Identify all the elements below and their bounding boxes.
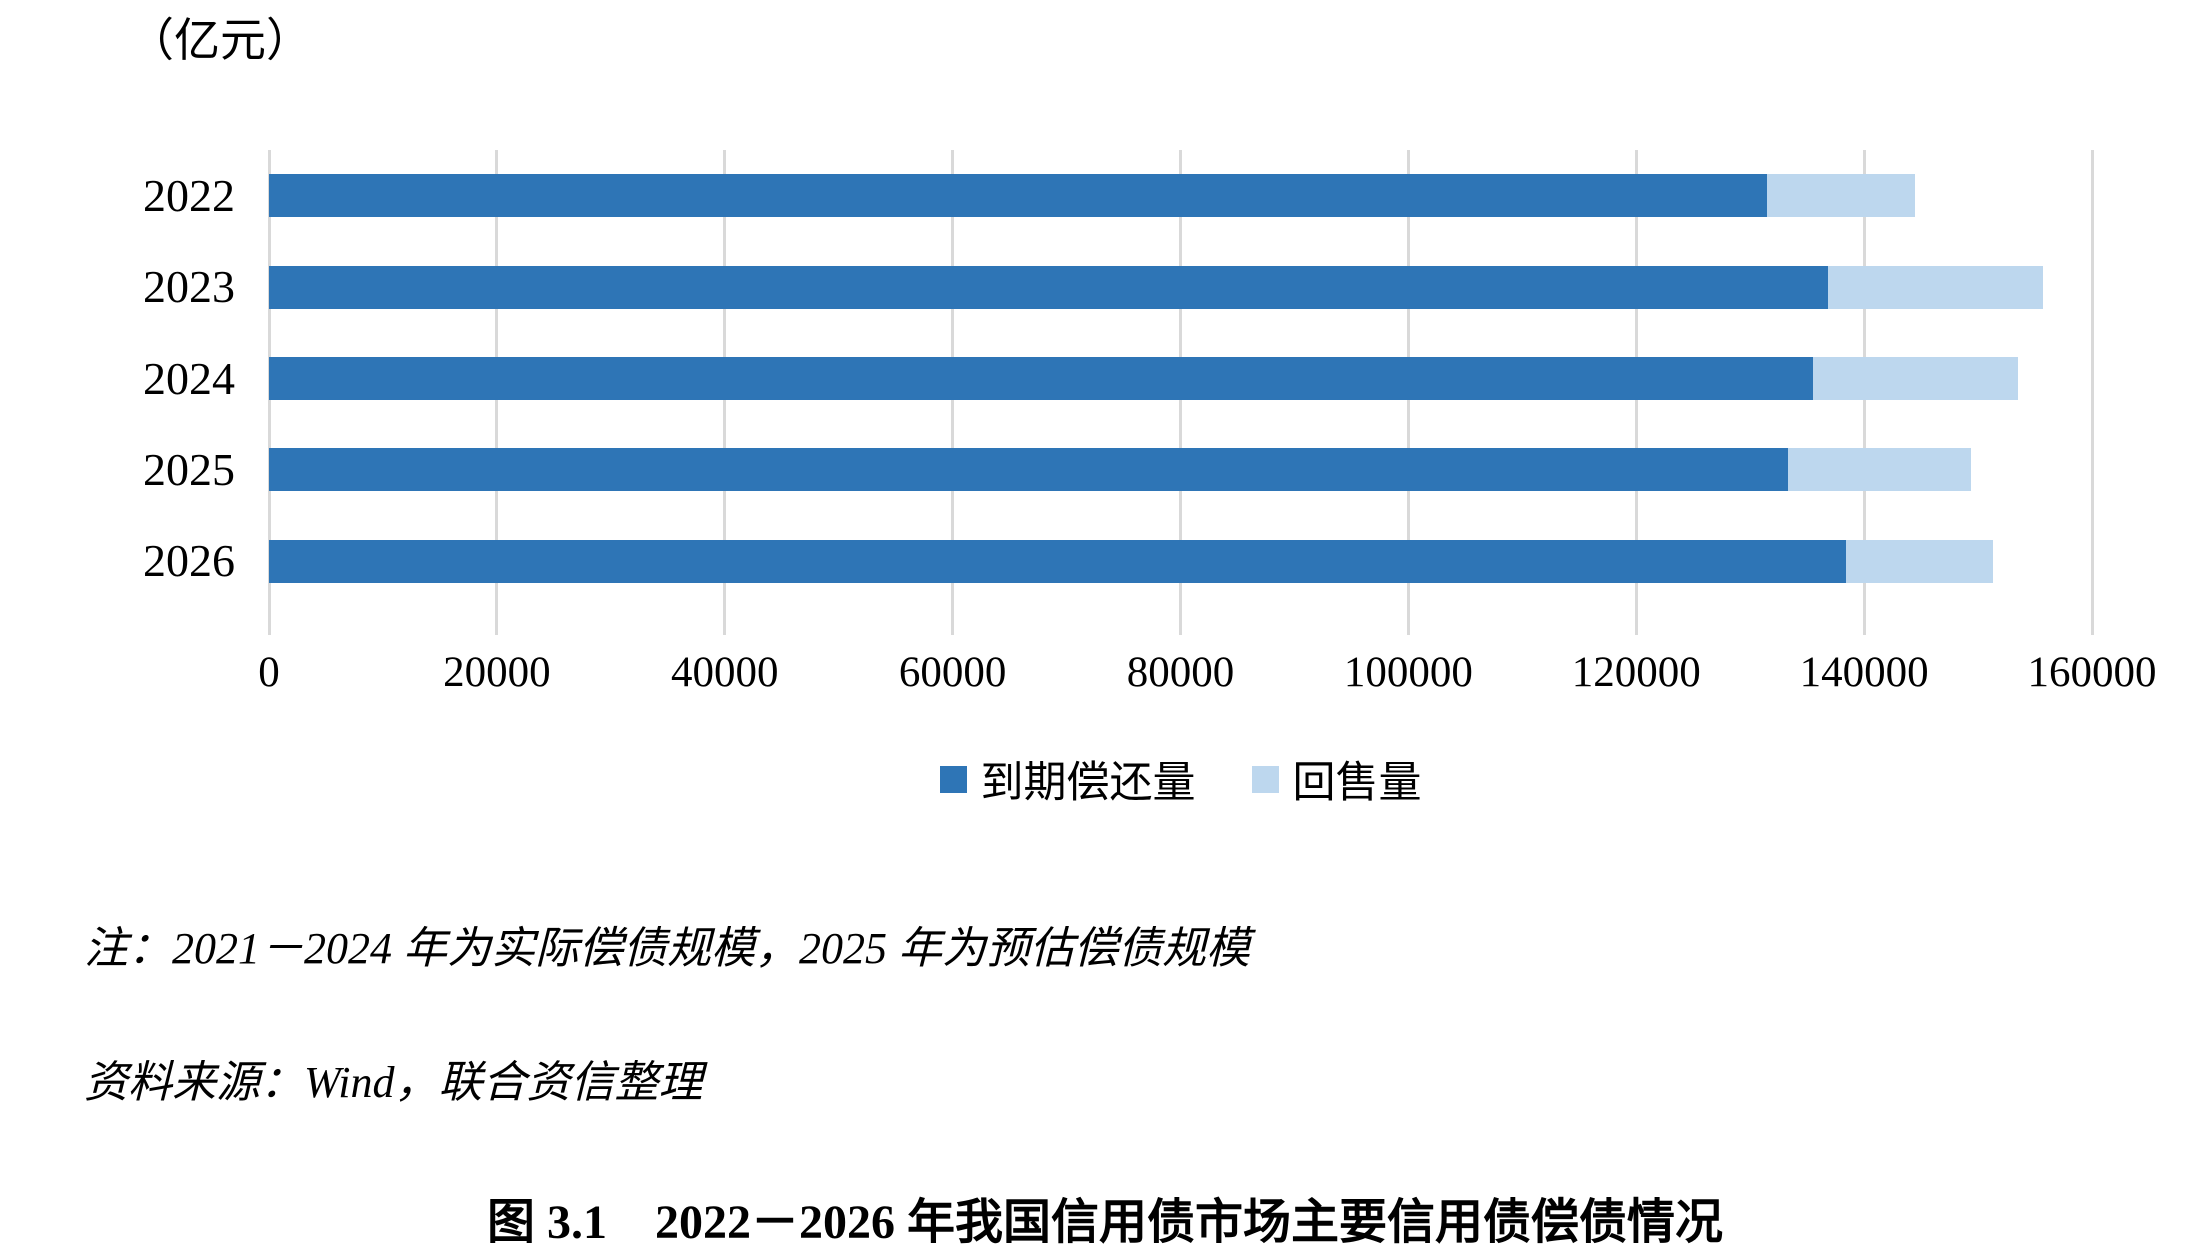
x-axis-tick — [1862, 607, 1866, 635]
x-axis-label: 100000 — [1343, 649, 1473, 696]
chart-note: 注：2021－2024 年为实际偿债规模，2025 年为预估偿债规模 — [84, 924, 1250, 973]
bar-row-2024 — [269, 357, 2018, 400]
figure-caption: 图 3.1 2022－2026 年我国信用债市场主要信用债偿债情况 — [486, 1196, 1723, 1249]
x-axis-label: 0 — [258, 649, 280, 696]
legend-label: 回售量 — [1292, 760, 1422, 807]
x-axis-tick — [1406, 607, 1410, 635]
x-axis-tick — [267, 607, 271, 635]
bar-segment-回售量 — [1845, 539, 1993, 583]
x-axis-label: 120000 — [1571, 649, 1701, 696]
x-axis-label: 80000 — [1126, 649, 1235, 696]
legend: 到期偿还量 回售量 — [269, 748, 2092, 810]
legend-item-回售量: 回售量 — [1251, 748, 1422, 810]
bar-segment-到期偿还量 — [269, 448, 1788, 492]
bar-row-2022 — [269, 174, 1916, 218]
x-axis-tick — [2090, 607, 2094, 635]
y-axis-label: 2025 — [143, 443, 235, 495]
axis-unit-label: （亿元） — [128, 15, 312, 66]
bar-row-2025 — [269, 448, 1972, 492]
y-axis-label: 2026 — [143, 535, 235, 587]
x-axis-label: 40000 — [671, 649, 779, 696]
x-axis-tick — [1179, 607, 1182, 635]
x-axis-tick — [495, 607, 499, 635]
bar-segment-到期偿还量 — [269, 539, 1846, 583]
x-axis-tick — [723, 607, 727, 635]
y-axis-label: 2023 — [143, 261, 235, 313]
legend-item-到期偿还量: 到期偿还量 — [939, 748, 1196, 810]
bar-segment-回售量 — [1812, 357, 2018, 400]
y-axis-label: 2024 — [143, 352, 235, 404]
bar-row-2026 — [269, 539, 1993, 583]
bar-segment-到期偿还量 — [269, 265, 1828, 309]
legend-label: 到期偿还量 — [980, 760, 1196, 807]
plot-area — [267, 150, 2094, 635]
gridline — [2090, 150, 2094, 607]
y-axis-label: 2022 — [143, 169, 235, 221]
legend-swatch-icon — [1251, 765, 1279, 793]
x-axis-tick — [1634, 607, 1638, 635]
bar-segment-回售量 — [1787, 448, 1972, 492]
x-axis-label: 60000 — [898, 649, 1007, 696]
bar-segment-到期偿还量 — [269, 357, 1813, 400]
x-axis-label: 160000 — [2027, 649, 2157, 696]
bar-segment-回售量 — [1767, 174, 1916, 218]
legend-swatch-icon — [939, 765, 967, 793]
bar-row-2023 — [269, 265, 2043, 309]
x-axis-label: 140000 — [1799, 649, 1929, 696]
bar-segment-回售量 — [1827, 265, 2043, 309]
x-axis-tick — [951, 607, 955, 635]
bar-segment-到期偿还量 — [269, 174, 1768, 218]
chart-source: 资料来源：Wind，联合资信整理 — [84, 1058, 703, 1107]
x-axis-label: 20000 — [443, 649, 551, 696]
